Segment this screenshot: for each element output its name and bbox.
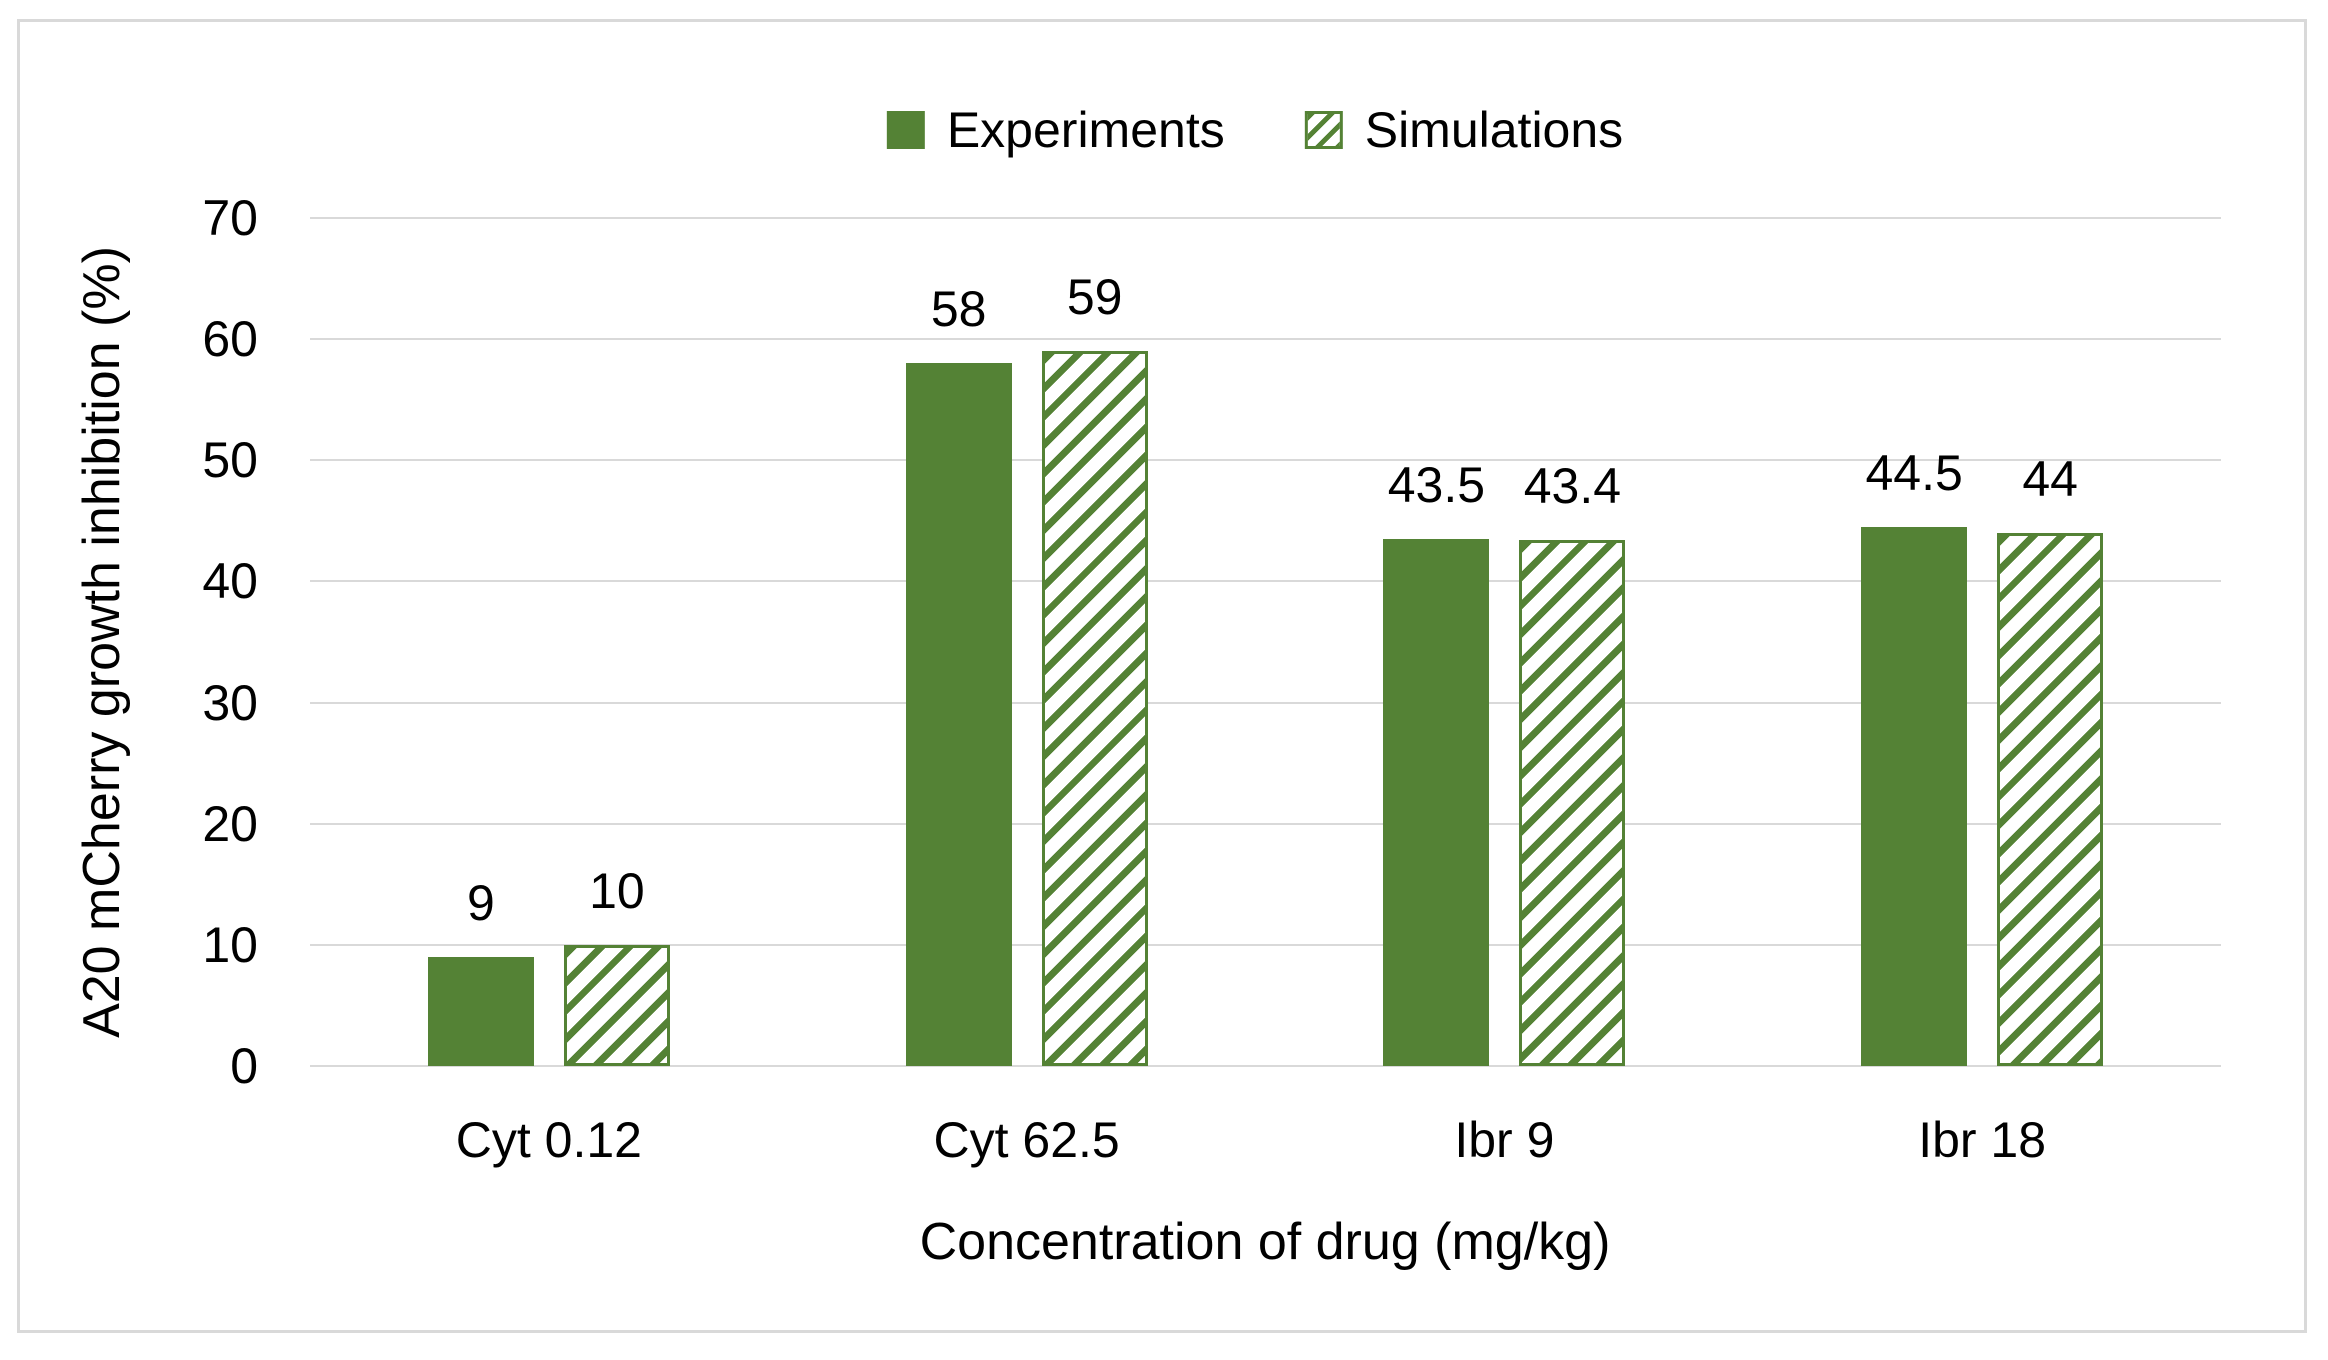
- y-tick-label-40: 40: [202, 553, 258, 610]
- x-category-label-3: Ibr 9: [1454, 1112, 1555, 1168]
- gridline-y-30: [310, 701, 2221, 704]
- gridline-y-70: [310, 217, 2221, 219]
- gridline-y-50: [310, 459, 2221, 462]
- legend-item-simulations: Simulations: [1304, 101, 1624, 159]
- y-tick-label-0: 0: [230, 1038, 258, 1094]
- bar-value-experiments-2: 58: [930, 281, 987, 338]
- y-tick-label-30: 30: [202, 674, 258, 731]
- y-tick-label-60: 60: [202, 311, 258, 368]
- bar-simulations-2: [1041, 351, 1148, 1066]
- gridline-y-0: [310, 1065, 2221, 1067]
- bar-simulations-3: [1519, 540, 1626, 1066]
- gridline-y-60: [310, 338, 2221, 341]
- bar-value-experiments-4: 44.5: [1865, 444, 1963, 501]
- x-category-label-4: Ibr 18: [1918, 1112, 2047, 1168]
- bar-value-experiments-1: 9: [466, 874, 495, 931]
- bar-value-simulations-4: 44: [2022, 450, 2078, 507]
- x-category-label-2: Cyt 62.5: [933, 1112, 1120, 1168]
- bar-simulations-1: [563, 944, 670, 1066]
- bar-simulations-4: [1997, 532, 2104, 1066]
- gridline-y-20: [310, 822, 2221, 825]
- bar-value-experiments-3: 43.5: [1387, 457, 1486, 514]
- bar-value-simulations-3: 43.4: [1523, 458, 1622, 515]
- gridline-y-10: [310, 943, 2221, 946]
- bar-value-simulations-1: 10: [589, 862, 645, 919]
- x-axis-title: Concentration of drug (mg/kg): [919, 1213, 1611, 1271]
- y-tick-label-10: 10: [202, 916, 258, 973]
- bar-experiments-1: [427, 956, 534, 1066]
- x-category-label-1: Cyt 0.12: [455, 1112, 642, 1168]
- legend-label-experiments: Experiments: [946, 102, 1225, 158]
- bar-experiments-2: [905, 363, 1012, 1066]
- legend-swatch-solid: [886, 111, 925, 149]
- chart-legend: Experiments Simulations: [886, 100, 1624, 160]
- legend-item-experiments: Experiments: [886, 101, 1225, 159]
- y-tick-label-20: 20: [202, 795, 258, 852]
- legend-label-simulations: Simulations: [1364, 102, 1624, 158]
- y-tick-label-50: 50: [202, 432, 258, 489]
- bar-value-simulations-2: 59: [1066, 269, 1123, 326]
- gridline-y-40: [310, 580, 2221, 583]
- bar-experiments-4: [1861, 526, 1968, 1066]
- legend-swatch-hatched: [1304, 111, 1343, 149]
- bar-experiments-3: [1383, 539, 1490, 1066]
- y-tick-label-70: 70: [202, 190, 258, 246]
